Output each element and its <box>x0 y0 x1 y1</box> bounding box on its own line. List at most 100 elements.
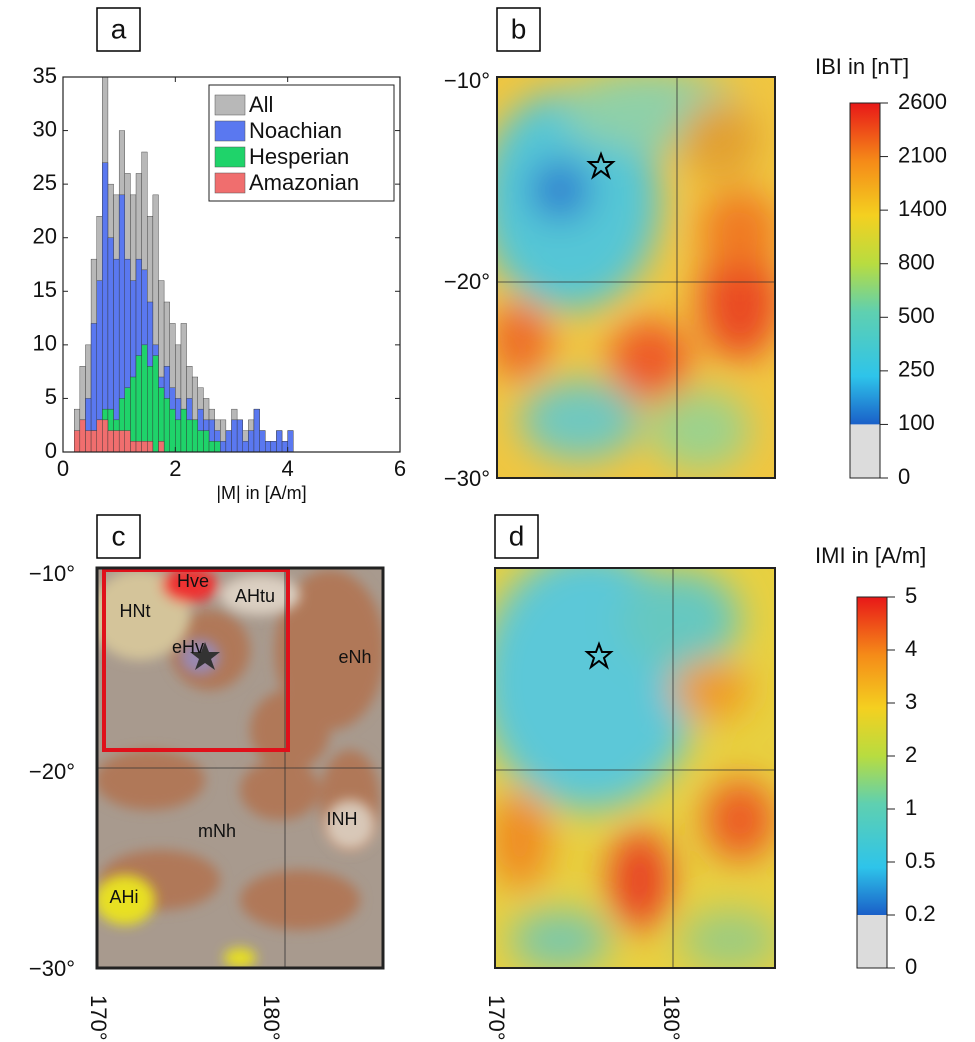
histogram-bar <box>265 441 272 453</box>
y-tick-label: 0 <box>45 438 57 463</box>
histogram-bar <box>147 441 154 453</box>
histogram-bar <box>141 441 148 453</box>
histogram-bar <box>124 430 131 453</box>
geologic-unit-label: AHi <box>109 887 138 907</box>
latitude-label: −20° <box>29 759 75 784</box>
histogram-bar <box>248 430 255 453</box>
colorbar-label: 800 <box>898 250 935 275</box>
x-tick-label: 0 <box>57 456 69 481</box>
map-frame <box>95 566 385 970</box>
colorbar-title: IBI in [nT] <box>815 54 909 79</box>
histogram-bar <box>102 162 109 453</box>
histogram-bar <box>90 430 97 453</box>
histogram-bar <box>214 441 221 453</box>
colorbar-label: 0 <box>905 954 917 979</box>
y-tick-label: 35 <box>33 63 57 88</box>
panel-label: c <box>112 520 126 551</box>
longitude-label: 170° <box>86 995 111 1041</box>
x-tick-label: 4 <box>282 456 294 481</box>
colorbar-label: 1400 <box>898 196 947 221</box>
colorbar-title: IMI in [A/m] <box>815 543 926 568</box>
colorbar-gradient <box>850 103 880 425</box>
histogram-bar <box>236 419 243 453</box>
y-tick-label: 10 <box>33 331 57 356</box>
panel-label-box <box>494 514 539 559</box>
latitude-label: −30° <box>444 466 490 491</box>
histogram-bar <box>85 430 92 453</box>
colorbar-label: 100 <box>898 410 935 435</box>
histogram-bar <box>259 430 266 453</box>
histogram-bar <box>141 344 148 453</box>
map-b <box>497 77 775 478</box>
legend-swatch <box>214 146 246 168</box>
colorbar-label: 0.5 <box>905 848 936 873</box>
legend-label: All <box>249 92 273 117</box>
legend-label: Hesperian <box>249 144 349 169</box>
map-c <box>97 568 383 968</box>
longitude-label: 180° <box>259 995 284 1041</box>
legend-swatch <box>214 120 246 142</box>
panel-label: b <box>511 13 527 44</box>
histogram-bar <box>175 419 182 453</box>
colorbar-frame <box>849 102 881 479</box>
colorbar-gradient <box>857 597 887 915</box>
latitude-label: −30° <box>29 956 75 981</box>
colorbar-label: 0.2 <box>905 901 936 926</box>
panel-label: d <box>509 520 525 551</box>
colorbar-label: 2 <box>905 742 917 767</box>
histogram-bar <box>163 398 170 453</box>
histogram-bar <box>107 430 114 453</box>
geologic-unit-label: Hve <box>177 571 209 591</box>
histogram-bar <box>208 441 215 453</box>
geologic-unit-label: HNt <box>120 601 151 621</box>
legend-swatch <box>214 94 246 116</box>
map-d <box>495 568 775 968</box>
longitude-label: 180° <box>659 995 684 1041</box>
geologic-unit-label: eNh <box>338 647 371 667</box>
colorbar-nodata <box>850 424 880 478</box>
legend-label: Noachian <box>249 118 342 143</box>
legend-label: Amazonian <box>249 170 359 195</box>
y-tick-label: 25 <box>33 170 57 195</box>
histogram-bar <box>231 419 238 453</box>
histogram-bar <box>220 441 227 453</box>
y-tick-label: 15 <box>33 277 57 302</box>
colorbar-label: 5 <box>905 583 917 608</box>
colorbar-label: 4 <box>905 636 917 661</box>
colorbar-label: 250 <box>898 357 935 382</box>
histogram-bar <box>135 355 142 453</box>
map-frame <box>494 567 776 969</box>
map-frame <box>496 76 776 479</box>
histogram-bar <box>281 441 288 453</box>
x-axis-label: |M| in [A/m] <box>216 483 306 503</box>
histogram-bar <box>74 430 81 453</box>
colorbar-label: 3 <box>905 689 917 714</box>
panel-label: a <box>111 13 127 44</box>
histogram-bar <box>118 430 125 453</box>
geologic-unit-label: AHtu <box>235 586 275 606</box>
colorbar-label: 500 <box>898 303 935 328</box>
histogram-bar <box>270 441 277 453</box>
histogram-bar <box>180 408 187 453</box>
geologic-unit-label: eHv <box>172 637 204 657</box>
colorbar-label: 2100 <box>898 142 947 167</box>
panel-label-box <box>96 7 141 52</box>
legend-swatch <box>214 172 246 194</box>
histogram-bar <box>169 408 176 453</box>
histogram-bar <box>147 366 154 453</box>
histogram-bar <box>287 430 294 453</box>
histogram-bar <box>158 441 165 453</box>
histogram-bar <box>186 419 193 453</box>
panel-label-box <box>96 514 141 559</box>
histogram-bar <box>152 355 159 453</box>
histogram-bar <box>113 430 120 453</box>
histogram-bar <box>225 430 232 453</box>
geologic-unit-label: INH <box>327 809 358 829</box>
colorbar-nodata <box>857 915 887 968</box>
histogram-bar <box>130 376 137 453</box>
y-tick-label: 20 <box>33 224 57 249</box>
histogram-bar <box>135 441 142 453</box>
x-tick-label: 6 <box>394 456 406 481</box>
histogram-bar <box>276 430 283 453</box>
longitude-label: 170° <box>484 995 509 1041</box>
